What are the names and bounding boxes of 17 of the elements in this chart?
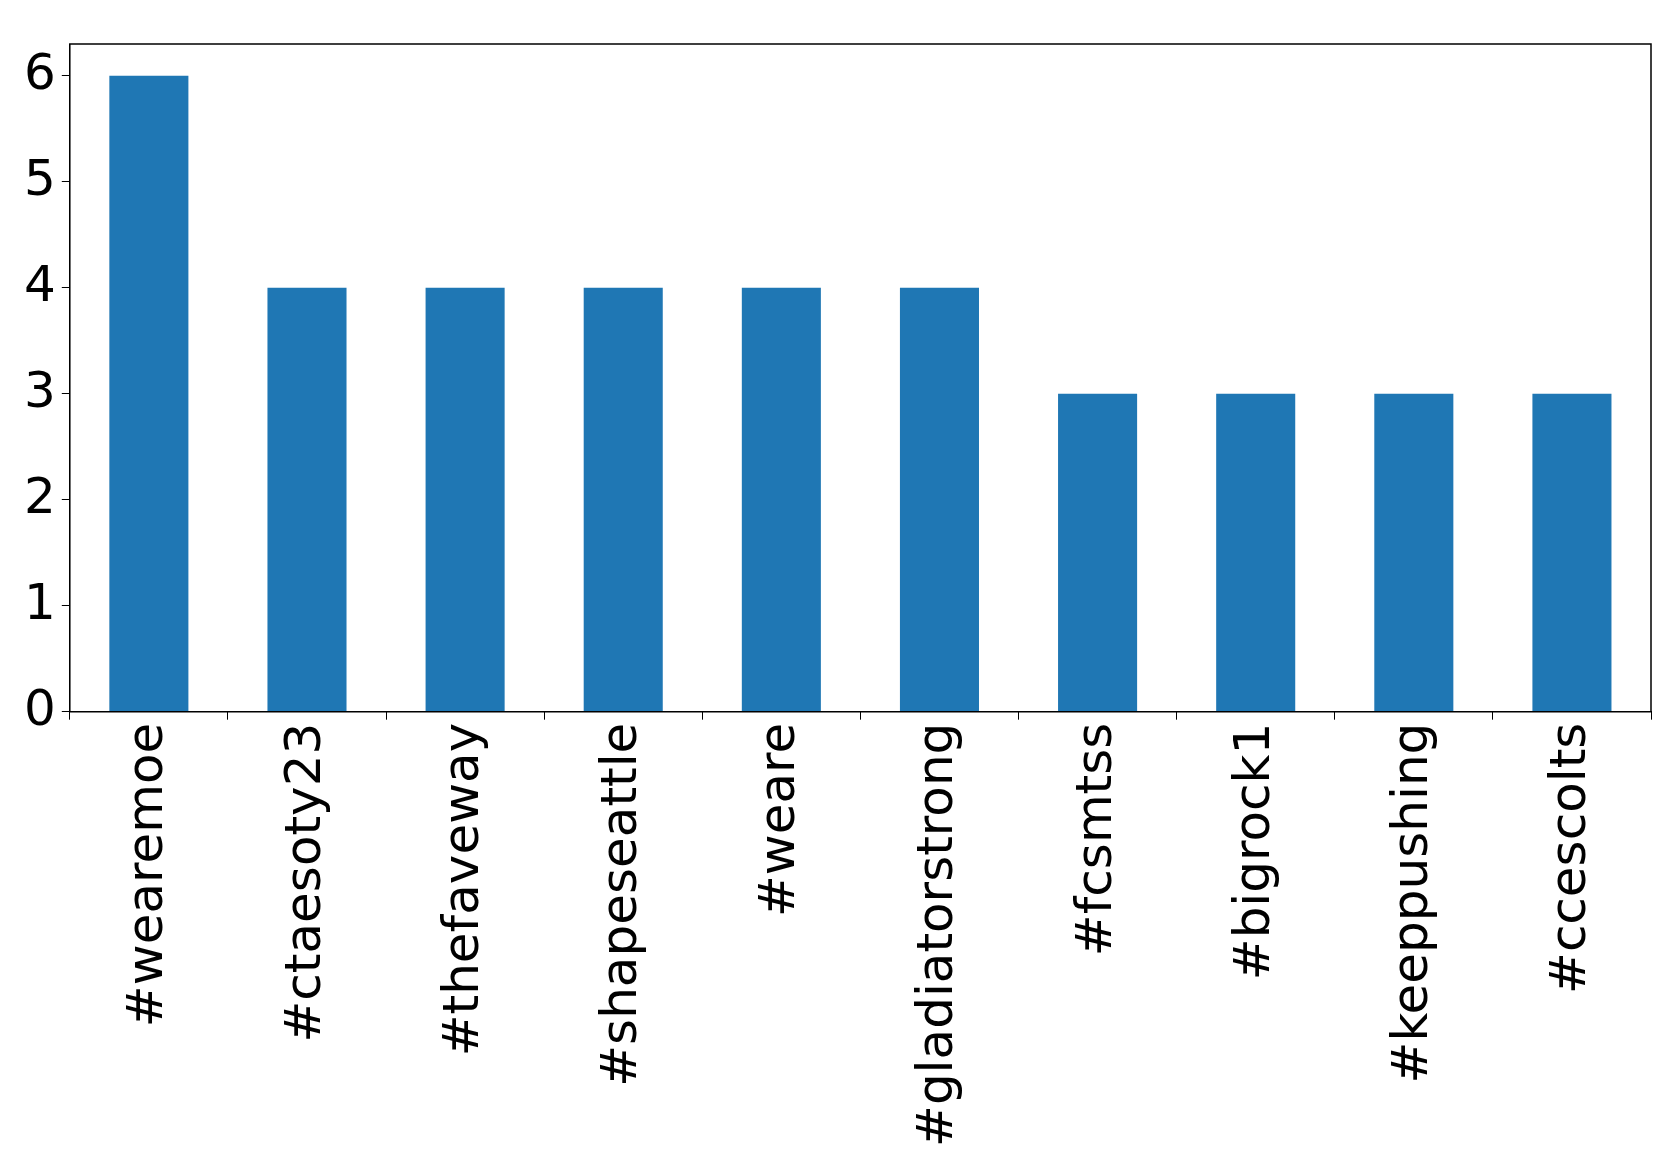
- x-tick-label: #shapeseattle: [590, 722, 649, 1087]
- x-tick-label: #keeppushing: [1380, 722, 1439, 1084]
- y-tick-label: 0: [24, 678, 56, 737]
- y-tick-label: 3: [24, 360, 56, 419]
- x-tick-label: #bigrock1: [1222, 722, 1281, 981]
- x-tick-label: #wearemoe: [115, 722, 174, 1028]
- x-tick-label: #weare: [748, 722, 807, 918]
- y-tick-label: 5: [24, 148, 56, 207]
- y-tick-label: 4: [24, 254, 56, 313]
- x-tick-label: #ccescolts: [1538, 722, 1597, 995]
- y-tick-label: 1: [24, 572, 56, 631]
- x-tick-label: #ctaesoty23: [273, 722, 332, 1043]
- x-tick-label: #fcsmtss: [1064, 722, 1123, 957]
- y-tick-label: 2: [24, 466, 56, 525]
- y-tick-label: 6: [24, 42, 56, 101]
- x-tick-label: #gladiatorstrong: [906, 722, 965, 1148]
- x-tick-label: #thefaveway: [432, 722, 491, 1057]
